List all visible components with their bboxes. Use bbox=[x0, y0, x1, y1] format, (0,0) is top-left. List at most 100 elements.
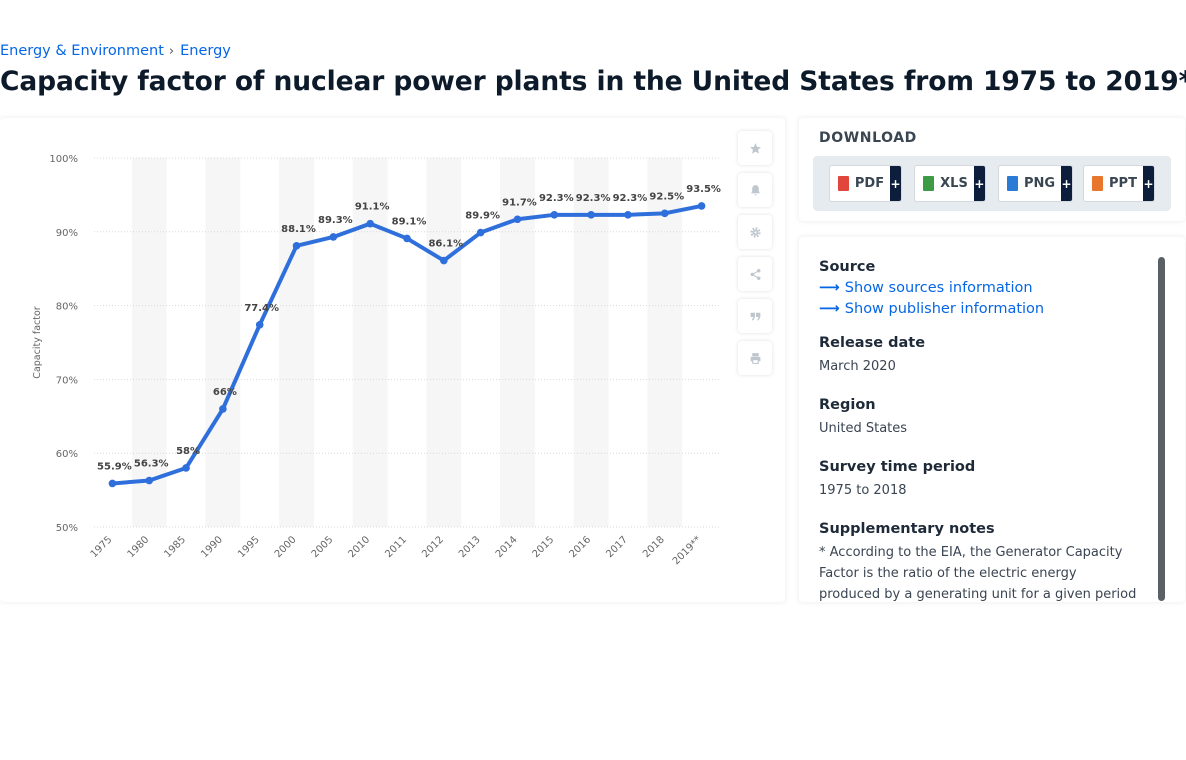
y-tick-label: 70% bbox=[56, 375, 78, 386]
data-point bbox=[255, 320, 264, 329]
gear-icon bbox=[749, 226, 761, 238]
download-xls-label: XLS bbox=[940, 176, 968, 191]
download-pdf-button[interactable]: PDF + bbox=[829, 165, 902, 202]
x-tick-label: 1995 bbox=[236, 534, 262, 560]
y-axis-title: Capacity factor bbox=[32, 306, 43, 378]
x-tick-label: 2013 bbox=[457, 534, 483, 560]
download-pdf-plus[interactable]: + bbox=[890, 166, 901, 201]
star-icon bbox=[749, 142, 761, 154]
x-tick-label: 2018 bbox=[641, 534, 667, 560]
download-ppt-button[interactable]: PPT + bbox=[1083, 165, 1155, 202]
chart-band bbox=[647, 158, 683, 527]
cite-button[interactable] bbox=[738, 299, 772, 333]
y-tick-label: 100% bbox=[49, 154, 78, 165]
download-buttons: PDF + XLS + PNG + PPT + bbox=[813, 156, 1171, 211]
data-label: 86.1% bbox=[428, 239, 463, 250]
data-point bbox=[440, 256, 448, 265]
x-tick-label: 2000 bbox=[273, 534, 299, 560]
x-tick-label: 2017 bbox=[604, 534, 630, 560]
supplementary-notes-value: * According to the EIA, the Generator Ca… bbox=[819, 545, 1137, 602]
breadcrumb: Energy & Environment › Energy bbox=[0, 43, 231, 59]
show-sources-link[interactable]: ⟶ Show sources information bbox=[819, 280, 1139, 296]
x-tick-label: 1985 bbox=[162, 534, 188, 560]
source-label: Source bbox=[819, 259, 876, 275]
x-tick-label: 2005 bbox=[310, 534, 336, 560]
x-tick-label: 1990 bbox=[199, 534, 225, 560]
release-date-value: March 2020 bbox=[819, 359, 896, 374]
png-file-icon bbox=[1007, 176, 1018, 191]
data-label: 89.9% bbox=[465, 211, 500, 222]
y-tick-label: 80% bbox=[56, 302, 78, 313]
breadcrumb-link-energy-environment[interactable]: Energy & Environment bbox=[0, 43, 164, 59]
breadcrumb-link-energy[interactable]: Energy bbox=[180, 43, 231, 59]
data-point bbox=[550, 211, 559, 219]
download-ppt-plus[interactable]: + bbox=[1142, 166, 1154, 201]
data-label: 56.3% bbox=[134, 459, 169, 470]
data-label: 92.3% bbox=[539, 193, 574, 204]
x-tick-label: 2015 bbox=[531, 534, 557, 560]
region-label: Region bbox=[819, 397, 876, 413]
data-label: 91.7% bbox=[502, 197, 537, 208]
x-tick-label: 1980 bbox=[126, 534, 152, 560]
data-point bbox=[145, 476, 154, 485]
series-line bbox=[110, 203, 704, 486]
show-publisher-link[interactable]: ⟶ Show publisher information bbox=[819, 301, 1139, 317]
settings-button[interactable] bbox=[738, 215, 772, 249]
print-button[interactable] bbox=[738, 341, 772, 375]
quote-icon bbox=[750, 312, 760, 320]
show-sources-text: Show sources information bbox=[844, 280, 1033, 296]
chart-band bbox=[205, 158, 241, 527]
arrow-right-icon: ⟶ bbox=[819, 301, 840, 317]
page-title: Capacity factor of nuclear power plants … bbox=[0, 66, 1186, 97]
chart-card: 100% 90% 80% 70% 60% 50% Capacity factor 1975 19… bbox=[0, 118, 785, 602]
download-png-plus[interactable]: + bbox=[1061, 166, 1072, 201]
data-label: 58% bbox=[176, 446, 200, 457]
download-xls-plus[interactable]: + bbox=[973, 166, 985, 201]
notification-button[interactable] bbox=[738, 173, 772, 207]
y-tick-label: 60% bbox=[56, 449, 78, 460]
download-png-button[interactable]: PNG + bbox=[998, 165, 1073, 202]
data-point bbox=[366, 219, 374, 228]
data-point bbox=[329, 233, 338, 241]
show-publisher-text: Show publisher information bbox=[844, 301, 1045, 317]
download-png-label: PNG bbox=[1023, 176, 1056, 191]
survey-period-value: 1975 to 2018 bbox=[819, 483, 907, 498]
chart-band bbox=[426, 158, 462, 527]
share-button[interactable] bbox=[738, 257, 772, 291]
data-point bbox=[587, 211, 595, 219]
y-tick-label: 90% bbox=[56, 228, 78, 239]
x-tick-label: 2014 bbox=[494, 534, 520, 560]
x-tick-label: 1975 bbox=[89, 534, 115, 560]
data-label: 88.1% bbox=[281, 224, 316, 235]
download-title: DOWNLOAD bbox=[819, 130, 917, 146]
statistic-info-panel: Source ⟶ Show sources information ⟶ Show… bbox=[799, 237, 1185, 602]
data-point bbox=[660, 209, 669, 218]
data-label: 93.5% bbox=[686, 184, 721, 195]
x-tick-label: 2019** bbox=[671, 534, 704, 567]
chart-svg: 100% 90% 80% 70% 60% 50% Capacity factor 1975 19… bbox=[32, 154, 721, 567]
data-label: 55.9% bbox=[97, 461, 132, 472]
chart-band bbox=[500, 158, 535, 527]
data-point bbox=[182, 464, 190, 472]
data-label: 92.3% bbox=[613, 193, 648, 204]
favorite-button[interactable] bbox=[738, 131, 772, 165]
region-value: United States bbox=[819, 421, 908, 436]
data-label: 77.4% bbox=[244, 303, 279, 314]
data-point bbox=[403, 234, 411, 243]
chart-band bbox=[279, 158, 314, 527]
x-tick-label: 2011 bbox=[383, 534, 409, 560]
print-icon bbox=[750, 352, 760, 364]
x-tick-label: 2012 bbox=[420, 534, 446, 560]
data-point bbox=[697, 202, 706, 210]
data-point bbox=[513, 215, 522, 224]
download-xls-button[interactable]: XLS + bbox=[914, 165, 986, 202]
download-ppt-label: PPT bbox=[1109, 176, 1137, 191]
xls-file-icon bbox=[923, 176, 935, 191]
chart-toolbar bbox=[738, 131, 772, 375]
data-point bbox=[292, 242, 301, 250]
download-pdf-label: PDF bbox=[854, 176, 885, 191]
release-date-label: Release date bbox=[819, 335, 926, 351]
data-point bbox=[108, 479, 117, 488]
info-scrollbar[interactable] bbox=[1158, 257, 1165, 601]
data-point bbox=[624, 211, 632, 219]
